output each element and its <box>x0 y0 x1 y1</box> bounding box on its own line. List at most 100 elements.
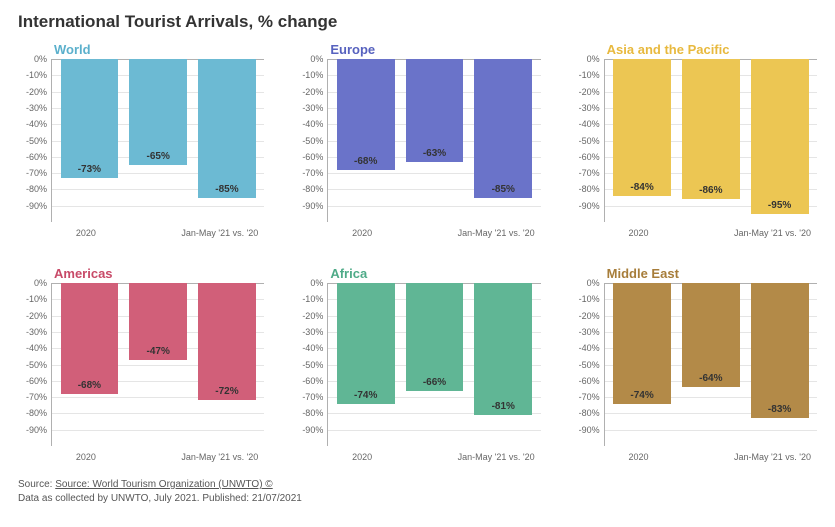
bar-wrap: -73% <box>58 59 121 222</box>
y-tick-label: -20% <box>302 311 323 321</box>
chart-panel: Europe0%-10%-20%-30%-40%-50%-60%-70%-80%… <box>294 42 540 248</box>
y-tick-label: -60% <box>26 152 47 162</box>
y-tick-label: -30% <box>302 103 323 113</box>
y-tick-label: -10% <box>579 294 600 304</box>
y-tick-label: -80% <box>302 184 323 194</box>
bar <box>474 59 532 198</box>
panel-title: Americas <box>54 266 264 281</box>
x-tick-label <box>672 222 728 248</box>
bar-wrap: -83% <box>748 283 811 446</box>
chart-panel: Africa0%-10%-20%-30%-40%-50%-60%-70%-80%… <box>294 266 540 472</box>
y-tick-label: -90% <box>579 425 600 435</box>
y-tick-label: -10% <box>579 70 600 80</box>
y-tick-label: -80% <box>579 408 600 418</box>
bar-wrap: -74% <box>611 283 674 446</box>
y-tick-label: -70% <box>302 392 323 402</box>
y-tick-label: 0% <box>34 54 47 64</box>
chart-area: 0%-10%-20%-30%-40%-50%-60%-70%-80%-90%-8… <box>571 59 817 222</box>
bars-container: -73%-65%-85% <box>52 59 264 222</box>
y-tick-label: 0% <box>310 278 323 288</box>
bar-value-label: -81% <box>492 401 515 412</box>
bar-value-label: -74% <box>354 390 377 401</box>
y-tick-label: -50% <box>579 136 600 146</box>
y-tick-label: -10% <box>26 294 47 304</box>
x-tick-label <box>672 446 728 472</box>
bar-value-label: -85% <box>215 184 238 195</box>
y-axis: 0%-10%-20%-30%-40%-50%-60%-70%-80%-90% <box>18 283 52 446</box>
bar <box>337 59 395 170</box>
y-tick-label: -80% <box>579 184 600 194</box>
bar-wrap: -84% <box>611 59 674 222</box>
plot-area: -84% -86% -95% <box>605 59 817 222</box>
bars-container: -74%-66%-81% <box>328 283 540 446</box>
y-tick-label: -10% <box>302 294 323 304</box>
y-tick-label: -10% <box>302 70 323 80</box>
x-tick-label: Jan-May '21 vs. '20 <box>734 446 811 472</box>
x-tick-label: 2020 <box>611 446 667 472</box>
plot-area: -74%-66%-81% <box>328 283 540 446</box>
bar-value-label: -68% <box>354 156 377 167</box>
footer: Source: Source: World Tourism Organizati… <box>18 478 817 506</box>
panel-title: World <box>54 42 264 57</box>
bar-value-label: -73% <box>78 164 101 175</box>
bar-value-label: -95% <box>768 200 791 211</box>
chart-panel: Americas0%-10%-20%-30%-40%-50%-60%-70%-8… <box>18 266 264 472</box>
x-tick-label: 2020 <box>58 446 114 472</box>
bar-value-label: -85% <box>492 184 515 195</box>
bar-value-label: -63% <box>423 148 446 159</box>
footer-source-prefix: Source: <box>18 479 55 490</box>
bars-container: -68% -63% -85% <box>328 59 540 222</box>
x-tick-label: 2020 <box>334 446 390 472</box>
y-axis: 0%-10%-20%-30%-40%-50%-60%-70%-80%-90% <box>294 59 328 222</box>
y-tick-label: -60% <box>579 376 600 386</box>
y-tick-label: -30% <box>579 327 600 337</box>
y-tick-label: 0% <box>587 278 600 288</box>
x-axis: 2020Jan-May '21 vs. '20 <box>52 222 264 248</box>
y-tick-label: -60% <box>579 152 600 162</box>
bar-value-label: -86% <box>699 185 722 196</box>
y-tick-label: -60% <box>302 376 323 386</box>
x-tick-label: Jan-May '21 vs. '20 <box>734 222 811 248</box>
bar-wrap: -95% <box>748 59 811 222</box>
bar-wrap: -86% <box>679 59 742 222</box>
bar <box>337 283 395 404</box>
bar <box>751 59 809 214</box>
y-tick-label: -90% <box>26 425 47 435</box>
y-tick-label: -20% <box>302 87 323 97</box>
bar-wrap: -63% <box>403 59 466 222</box>
x-tick-label: 2020 <box>334 222 390 248</box>
y-tick-label: -70% <box>302 168 323 178</box>
bar-value-label: -72% <box>215 386 238 397</box>
bar-wrap: -47% <box>127 283 190 446</box>
bar <box>682 283 740 387</box>
panel-title: Europe <box>330 42 540 57</box>
footer-source-link[interactable]: Source: World Tourism Organization (UNWT… <box>55 479 272 490</box>
y-tick-label: -90% <box>26 201 47 211</box>
bar-value-label: -74% <box>630 390 653 401</box>
chart-panel: Middle East0%-10%-20%-30%-40%-50%-60%-70… <box>571 266 817 472</box>
plot-area: -74%-64%-83% <box>605 283 817 446</box>
x-tick-label <box>396 222 452 248</box>
y-tick-label: -40% <box>26 119 47 129</box>
bar <box>682 59 740 199</box>
y-tick-label: -70% <box>579 392 600 402</box>
chart-area: 0%-10%-20%-30%-40%-50%-60%-70%-80%-90%-7… <box>18 59 264 222</box>
x-tick-label: 2020 <box>611 222 667 248</box>
y-tick-label: -40% <box>302 119 323 129</box>
bar <box>474 283 532 415</box>
bar-value-label: -84% <box>630 182 653 193</box>
chart-area: 0%-10%-20%-30%-40%-50%-60%-70%-80%-90%-7… <box>571 283 817 446</box>
x-axis: 2020 Jan-May '21 vs. '20 <box>605 446 817 472</box>
y-tick-label: -90% <box>302 201 323 211</box>
x-axis: 2020 Jan-May '21 vs. '20 <box>328 222 540 248</box>
y-tick-label: -20% <box>26 87 47 97</box>
panel-title: Middle East <box>607 266 817 281</box>
y-tick-label: -90% <box>302 425 323 435</box>
x-tick-label: Jan-May '21 vs. '20 <box>458 222 535 248</box>
page-title: International Tourist Arrivals, % change <box>18 12 817 32</box>
y-tick-label: 0% <box>34 278 47 288</box>
bar <box>613 59 671 196</box>
plot-area: -73%-65%-85% <box>52 59 264 222</box>
x-axis: 2020 Jan-May '21 vs. '20 <box>605 222 817 248</box>
x-tick-label <box>120 446 176 472</box>
